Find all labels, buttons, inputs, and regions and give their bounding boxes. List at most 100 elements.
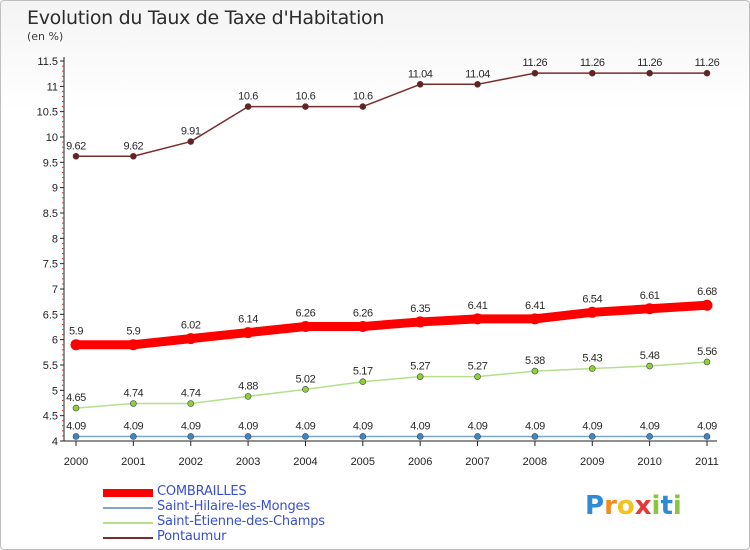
y-tick-label: 10 (46, 132, 58, 144)
data-point (244, 393, 252, 400)
data-label: 6.61 (640, 290, 660, 302)
data-point (187, 400, 195, 407)
y-tick-label: 4 (52, 436, 58, 448)
data-label: 4.65 (66, 392, 86, 404)
data-label: 4.09 (296, 420, 316, 432)
data-label: 6.68 (697, 286, 717, 298)
logo-letter: o (616, 491, 635, 521)
data-point (531, 69, 539, 77)
data-point (588, 433, 596, 440)
legend-label: Pontaumur (157, 529, 227, 544)
series-line-3 (75, 72, 708, 158)
data-point (646, 362, 653, 370)
data-label: 5.17 (353, 366, 373, 378)
y-tick-label: 5 (52, 385, 58, 397)
data-label: 11.04 (465, 68, 490, 80)
data-point (703, 358, 711, 366)
y-tick-label: 7 (52, 284, 58, 296)
data-label: 11.04 (408, 68, 433, 80)
data-point (474, 373, 481, 380)
data-point (242, 327, 254, 339)
data-point (416, 433, 424, 440)
data-label: 6.54 (582, 293, 602, 305)
data-label: 9.91 (181, 126, 201, 138)
legend-swatch (103, 537, 153, 539)
data-point (130, 152, 137, 160)
data-point (302, 433, 309, 440)
logo-letter: i (651, 491, 661, 521)
data-point (416, 81, 424, 88)
data-point (302, 103, 309, 110)
data-label: 6.26 (296, 307, 316, 319)
data-label: 6.26 (353, 307, 373, 319)
data-point (474, 433, 481, 440)
x-tick-label: 2011 (695, 456, 719, 468)
data-point (588, 365, 596, 372)
data-point (130, 433, 137, 440)
data-point (187, 138, 195, 145)
data-label: 5.48 (640, 350, 660, 362)
x-tick-label: 2003 (236, 456, 260, 468)
logo-letter: x (634, 491, 652, 521)
y-tick-label: 6.5 (43, 309, 58, 321)
y-tick-label: 9.5 (43, 157, 58, 169)
y-tick-label: 9 (52, 183, 58, 195)
data-label: 11.26 (523, 57, 548, 69)
x-tick-label: 2000 (64, 456, 88, 468)
data-label: 5.56 (697, 346, 717, 358)
data-label: 11.26 (637, 57, 662, 69)
data-point (185, 333, 197, 345)
data-label: 4.09 (525, 420, 545, 432)
legend-label: Saint-Hilaire-les-Monges (157, 499, 310, 514)
chart-title: Evolution du Taux de Taxe d'Habitation (27, 7, 385, 29)
data-point (416, 373, 424, 380)
data-label: 9.62 (123, 140, 143, 152)
data-label: 11.26 (580, 57, 605, 69)
data-point (130, 400, 137, 407)
data-label: 5.27 (468, 361, 488, 373)
x-tick-label: 2001 (121, 456, 145, 468)
data-label: 4.09 (66, 420, 86, 432)
data-label: 9.62 (66, 140, 86, 152)
x-tick-label: 2004 (293, 456, 317, 468)
data-point (701, 299, 713, 311)
legend-label: COMBRAILLES (157, 484, 247, 499)
data-point (302, 386, 309, 393)
data-point (531, 433, 539, 440)
data-label: 6.41 (468, 300, 488, 312)
data-label: 4.09 (181, 420, 201, 432)
y-tick-label: 10.5 (37, 107, 58, 119)
data-label: 4.74 (123, 388, 143, 400)
logo-letter: P (585, 491, 605, 521)
data-label: 6.14 (238, 314, 258, 326)
y-tick-label: 8 (52, 233, 58, 245)
x-tick-label: 2005 (351, 456, 375, 468)
data-point (646, 433, 653, 440)
y-tick-label: 5.5 (43, 360, 58, 372)
x-tick-label: 2006 (408, 456, 432, 468)
logo-letter: r (604, 491, 617, 521)
data-label: 5.27 (410, 361, 430, 373)
data-label: 6.41 (525, 300, 545, 312)
data-point (588, 69, 596, 77)
data-point (414, 316, 426, 328)
x-tick-label: 2008 (523, 456, 547, 468)
y-tick-label: 7.5 (43, 259, 58, 271)
data-label: 5.9 (126, 326, 140, 338)
data-point (586, 306, 598, 318)
data-point (357, 320, 369, 332)
x-tick-label: 2007 (465, 456, 489, 468)
data-label: 4.09 (640, 420, 660, 432)
data-point (72, 404, 80, 412)
legend-swatch (103, 522, 153, 524)
data-point (72, 152, 80, 160)
data-point (359, 378, 367, 386)
data-point (474, 81, 481, 88)
data-label: 11.26 (695, 57, 720, 69)
logo-letter: i (672, 491, 682, 521)
data-point (531, 367, 539, 375)
proxiti-logo: Proxiti (585, 491, 682, 521)
legend-label: Saint-Étienne-des-Champs (157, 514, 325, 529)
